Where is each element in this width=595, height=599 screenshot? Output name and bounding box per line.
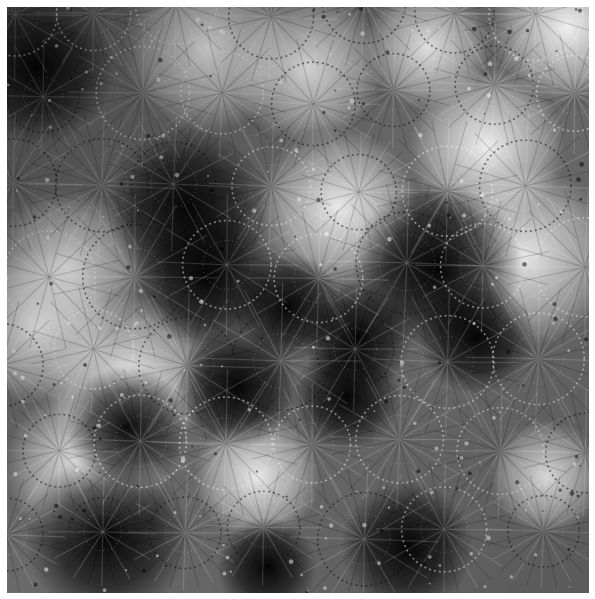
pattern-image-frame (7, 7, 589, 593)
fractal-tiling-pattern-icon (7, 7, 589, 593)
